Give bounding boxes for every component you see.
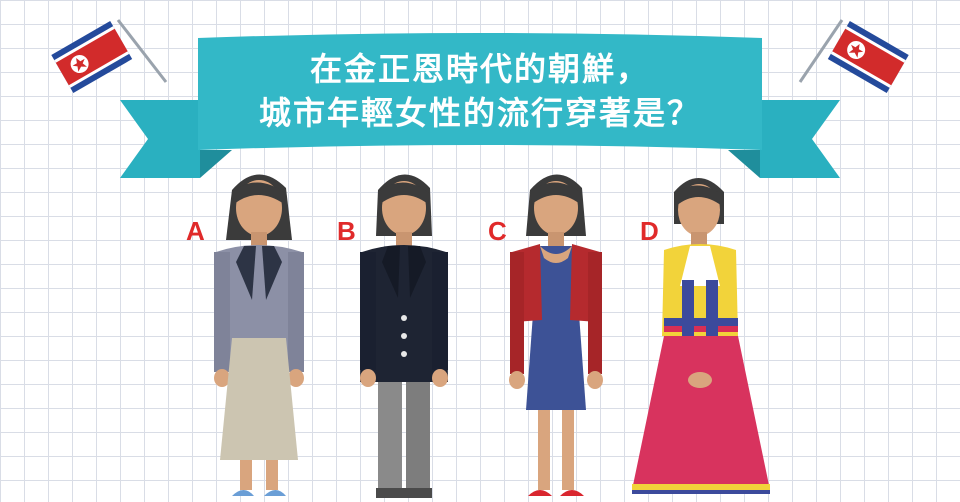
north-korea-flag-left-icon [51,19,168,94]
option-label-d: D [640,216,659,246]
page-title-line-2: 城市年輕女性的流行穿著是？ [258,94,701,132]
page-title-line-1: 在金正恩時代的朝鮮， [309,50,650,88]
north-korea-flag-right-icon [798,19,909,94]
ribbon-banner [120,33,840,178]
figure-c-woman [509,174,603,496]
figure-b-woman [360,174,448,498]
option-label-a: A [186,216,205,246]
option-label-b: B [337,216,356,246]
figure-a-woman [214,174,304,496]
option-label-c: C [488,216,507,246]
figure-d-woman [632,178,770,494]
